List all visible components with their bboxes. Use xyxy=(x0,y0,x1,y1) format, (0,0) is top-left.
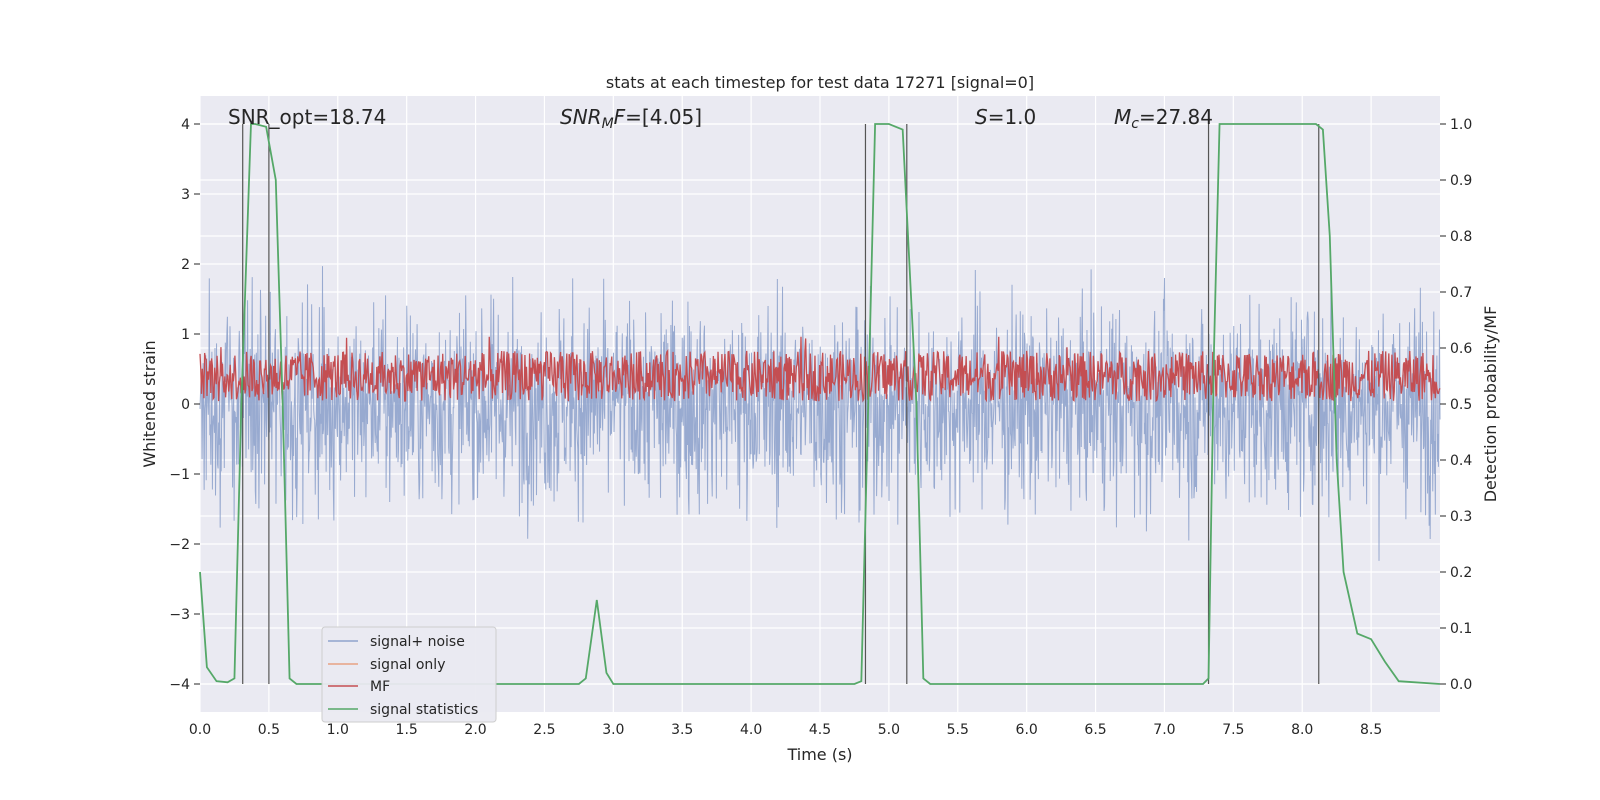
x-tick-label: 3.5 xyxy=(671,722,693,738)
x-tick-label: 8.0 xyxy=(1291,722,1313,738)
y-tick-label-left: −1 xyxy=(169,467,190,483)
x-tick-label: 7.0 xyxy=(1153,722,1175,738)
x-axis-label: Time (s) xyxy=(786,745,852,764)
x-tick-label: 5.0 xyxy=(878,722,900,738)
y-tick-label-right: 0.0 xyxy=(1450,677,1472,693)
x-tick-label: 4.5 xyxy=(809,722,831,738)
y-axis-label-right: Detection probability/MF xyxy=(1481,306,1500,503)
annotation-mc: Mc=27.84 xyxy=(1114,105,1213,132)
legend-label-signal-noise: signal+ noise xyxy=(370,634,465,650)
y-tick-label-left: −2 xyxy=(169,537,190,553)
y-tick-label-right: 0.7 xyxy=(1450,285,1472,301)
x-tick-label: 5.5 xyxy=(947,722,969,738)
y-tick-label-left: 1 xyxy=(181,327,190,343)
y-tick-label-left: 3 xyxy=(181,187,190,203)
y-tick-label-right: 0.6 xyxy=(1450,341,1472,357)
signal-noise-series xyxy=(199,266,1441,561)
mf-series xyxy=(199,336,1441,403)
y-tick-label-right: 0.8 xyxy=(1450,229,1472,245)
x-tick-label: 0.5 xyxy=(258,722,280,738)
x-tick-label: 3.0 xyxy=(602,722,624,738)
x-tick-label: 2.5 xyxy=(533,722,555,738)
y-tick-label-left: 0 xyxy=(181,397,190,413)
x-tick-label: 0.0 xyxy=(189,722,211,738)
annotation-snr-mf: SNRMF=[4.05] xyxy=(560,105,702,132)
y-tick-label-right: 0.4 xyxy=(1450,453,1472,469)
x-tick-label: 7.5 xyxy=(1222,722,1244,738)
x-tick-label: 2.0 xyxy=(464,722,486,738)
legend-box xyxy=(321,626,497,723)
signal-noise-line xyxy=(199,266,1441,561)
y-tick-label-left: 4 xyxy=(181,117,190,133)
mf-line xyxy=(199,336,1441,403)
y-tick-label-right: 0.9 xyxy=(1450,173,1472,189)
legend: signal+ noise signal only MF signal stat… xyxy=(321,626,497,723)
annotation-snr-opt: SNR_opt=18.74 xyxy=(228,105,386,129)
ticks: 0.0 0.5 1.0 1.5 2.0 2.5 3.0 3.5 4.0 4.5 5.0 5.5 6.0 6… xyxy=(169,117,1472,738)
legend-label-signal-statistics: signal statistics xyxy=(370,702,478,718)
y-tick-label-right: 0.1 xyxy=(1450,621,1472,637)
signal-statistics-series xyxy=(199,123,1441,685)
y-tick-label-right: 0.5 xyxy=(1450,397,1472,413)
y-tick-label-right: 0.3 xyxy=(1450,509,1472,525)
annotation-s: S=1.0 xyxy=(975,105,1036,129)
x-tick-label: 1.5 xyxy=(396,722,418,738)
x-tick-label: 6.0 xyxy=(1016,722,1038,738)
y-tick-label-left: −3 xyxy=(169,607,190,623)
x-tick-label: 4.0 xyxy=(740,722,762,738)
legend-label-signal-only: signal only xyxy=(370,657,445,673)
signal-statistics-line xyxy=(199,123,1441,685)
x-tick-label: 6.5 xyxy=(1084,722,1106,738)
y-tick-label-right: 1.0 xyxy=(1450,117,1472,133)
chart-title: stats at each timestep for test data 172… xyxy=(606,73,1034,92)
y-tick-label-left: −4 xyxy=(169,677,190,693)
x-tick-label: 8.5 xyxy=(1360,722,1382,738)
y-axis-label-left: Whitened strain xyxy=(140,340,159,467)
legend-label-mf: MF xyxy=(370,679,390,695)
x-tick-label: 1.0 xyxy=(327,722,349,738)
y-tick-label-left: 2 xyxy=(181,257,190,273)
y-tick-label-right: 0.2 xyxy=(1450,565,1472,581)
